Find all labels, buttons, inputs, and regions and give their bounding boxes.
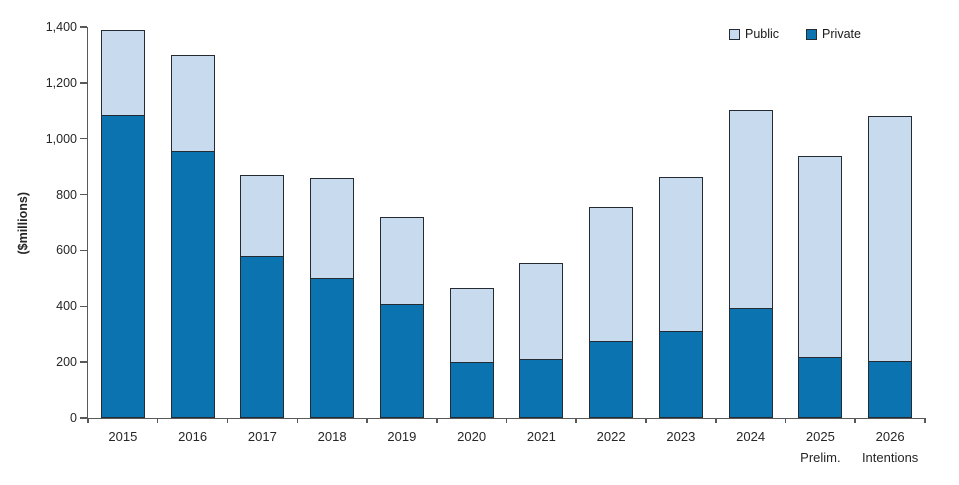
bar-segment-public	[658, 176, 703, 333]
bar-segment-private	[310, 278, 355, 418]
bar-2019	[379, 217, 424, 418]
bar-segment-private	[658, 331, 703, 418]
y-tick-label: 400	[56, 299, 77, 314]
y-tick-label: 0	[70, 411, 77, 425]
y-tick-label: 800	[56, 187, 77, 202]
bar-segment-public	[100, 29, 145, 117]
legend-label: Public	[745, 27, 780, 41]
bar-2015	[100, 29, 145, 418]
bar-2026	[868, 116, 913, 418]
bar-2016	[170, 55, 215, 418]
bar-segment-public	[379, 217, 424, 305]
bar-2018	[310, 177, 355, 418]
x-axis-tick	[715, 418, 717, 423]
bar-segment-public	[310, 177, 355, 280]
bar-segment-public	[728, 109, 773, 310]
plot-area: 0 200 400 600 800 1,000 1,200 1,400 2015 2016 2017…	[46, 20, 926, 465]
x-tick-sublabel: Intentions	[861, 449, 919, 465]
x-axis-tick	[784, 418, 787, 423]
x-tick-label: 2024	[736, 429, 766, 444]
x-axis-tick	[296, 418, 298, 423]
legend-swatch-icon	[729, 28, 740, 40]
bar-segment-private	[868, 360, 913, 418]
x-axis-tick	[226, 418, 229, 423]
y-tick-label: 1,400	[45, 20, 77, 34]
x-axis-tick	[645, 418, 647, 423]
x-axis-tick	[575, 418, 577, 423]
legend: Public Private	[729, 27, 861, 41]
x-axis-tick	[436, 418, 438, 423]
bar-2017	[240, 175, 285, 418]
bar-segment-public	[519, 263, 564, 361]
y-axis-tick	[79, 361, 87, 363]
x-axis-tick	[854, 418, 856, 423]
bar-segment-public	[589, 207, 634, 343]
x-tick-label: 2015	[108, 429, 138, 444]
y-axis-tick	[79, 82, 87, 84]
bar-2024	[728, 109, 773, 418]
bar-segment-public	[170, 55, 215, 153]
y-tick-label: 200	[56, 355, 77, 370]
x-axis-tick	[366, 418, 368, 423]
y-axis-tick	[79, 193, 87, 196]
y-axis-tick	[79, 417, 87, 419]
y-axis-tick	[79, 26, 87, 28]
bar-segment-private	[240, 256, 285, 418]
y-axis-tick	[79, 249, 87, 252]
legend-swatch-icon	[806, 28, 818, 40]
y-axis-tick	[79, 305, 87, 308]
bar-2025	[798, 155, 843, 418]
bar-segment-private	[519, 359, 564, 418]
bar-2023	[658, 176, 703, 418]
x-tick-label: 2023	[666, 429, 696, 444]
legend-label: Private	[822, 27, 861, 41]
bar-2022	[589, 207, 634, 418]
y-tick-label: 1,200	[45, 75, 77, 90]
x-tick-sublabel: Prelim.	[800, 449, 841, 465]
bar-segment-public	[240, 175, 285, 258]
x-tick-label: 2017	[247, 429, 277, 444]
y-axis-tick	[79, 137, 87, 140]
x-tick-label: 2020	[457, 429, 487, 444]
bar-segment-public	[868, 116, 913, 363]
x-axis-tick	[924, 418, 926, 423]
legend-item-private: Private	[806, 27, 861, 41]
bar-2020	[449, 288, 494, 418]
x-tick-label: 2018	[317, 429, 347, 444]
x-axis-tick	[87, 418, 89, 423]
x-tick-label: 2025 Prelim.	[800, 427, 840, 469]
x-axis-tick	[505, 418, 508, 423]
bar-segment-private	[449, 362, 494, 418]
bar-segment-private	[728, 307, 773, 418]
x-tick-label: 2016	[178, 429, 208, 444]
bar-segment-private	[798, 356, 843, 418]
bar-segment-public	[449, 288, 494, 364]
legend-item-public: Public	[729, 27, 779, 41]
y-tick-label: 1,000	[45, 131, 77, 146]
y-axis-title: ($millions)	[16, 192, 30, 255]
bar-segment-private	[379, 303, 424, 418]
x-axis-tick	[156, 418, 159, 423]
y-tick-label: 600	[56, 243, 77, 258]
bar-segment-private	[170, 151, 215, 418]
x-tick-label: 2022	[596, 429, 626, 444]
bar-2021	[519, 263, 564, 418]
x-tick-label: 2021	[526, 429, 556, 444]
x-tick-label: 2019	[387, 429, 417, 444]
bar-segment-public	[798, 155, 843, 359]
x-tick-label: 2026 Intentions	[862, 427, 918, 469]
bar-segment-private	[589, 341, 634, 418]
bar-segment-private	[100, 114, 145, 418]
